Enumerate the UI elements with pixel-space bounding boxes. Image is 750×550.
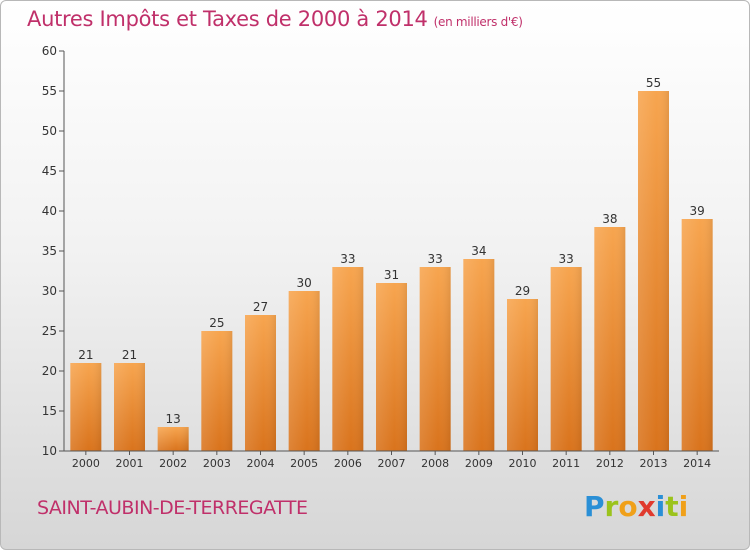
y-tick-label: 55 (42, 84, 57, 98)
bar-shade-2005 (288, 291, 320, 451)
bar-shade-2009 (463, 259, 495, 451)
y-tick-label: 15 (42, 404, 57, 418)
data-label-2012: 38 (602, 212, 617, 226)
y-axis: 10 15 20 25 30 35 40 45 50 55 60 (42, 44, 65, 458)
x-tick-label-2001: 2001 (116, 457, 144, 470)
data-label-2014: 39 (690, 204, 705, 218)
x-tick-label-2006: 2006 (334, 457, 362, 470)
data-label-2006: 33 (340, 252, 355, 266)
data-label-2003: 25 (209, 316, 224, 330)
x-tick-label-2013: 2013 (640, 457, 668, 470)
y-tick-label: 45 (42, 164, 57, 178)
data-label-2000: 21 (78, 348, 93, 362)
data-label-2007: 31 (384, 268, 399, 282)
x-tick-label-2012: 2012 (596, 457, 624, 470)
bar-shade-2001 (114, 363, 145, 451)
y-tick-label: 35 (42, 244, 57, 258)
logo-letter: x (637, 490, 656, 523)
x-tick-label-2005: 2005 (290, 457, 318, 470)
y-tick-label: 30 (42, 284, 57, 298)
bar-shade-2000 (70, 363, 102, 451)
logo-letter: i (678, 490, 689, 523)
data-label-2002: 13 (166, 412, 181, 426)
data-label-2013: 55 (646, 76, 661, 90)
logo-letter: i (655, 490, 666, 523)
y-tick-label: 20 (42, 364, 57, 378)
x-tick-label-2008: 2008 (421, 457, 449, 470)
x-tick-label-2014: 2014 (683, 457, 711, 470)
bar-shade-2014 (681, 219, 713, 451)
bar-shade-2010 (507, 299, 538, 451)
bars: 21 21 13 25 27 30 33 31 33 34 29 33 38 55 39 (70, 76, 713, 451)
x-tick-label-2009: 2009 (465, 457, 493, 470)
chart-title-text: Autres Impôts et Taxes de 2000 à 2014 (27, 7, 428, 31)
x-tick-label-2003: 2003 (203, 457, 231, 470)
x-axis: 2000 2001 2002 2003 2004 2005 2006 2007 2008 2009… (64, 450, 719, 470)
proxiti-logo: Proxiti (584, 490, 688, 523)
y-tick-label: 60 (42, 44, 57, 58)
y-tick-label: 25 (42, 324, 57, 338)
town-name: SAINT-AUBIN-DE-TERREGATTE (37, 497, 308, 519)
chart-title: Autres Impôts et Taxes de 2000 à 2014 (en… (27, 7, 523, 31)
data-label-2005: 30 (297, 276, 312, 290)
logo-letter: t (665, 490, 679, 523)
bar-shade-2006 (332, 267, 364, 451)
data-label-2010: 29 (515, 284, 530, 298)
data-label-2004: 27 (253, 300, 268, 314)
bar-shade-2003 (201, 331, 233, 451)
y-tick-label: 40 (42, 204, 57, 218)
x-tick-label-2002: 2002 (159, 457, 187, 470)
x-tick-label-2004: 2004 (247, 457, 275, 470)
x-tick-label-2011: 2011 (552, 457, 580, 470)
logo-letter: o (618, 490, 638, 523)
x-tick-label-2007: 2007 (378, 457, 406, 470)
bar-shade-2013 (638, 91, 669, 451)
logo-letter: r (604, 490, 619, 523)
data-label-2009: 34 (471, 244, 486, 258)
y-tick-label: 50 (42, 124, 57, 138)
data-label-2001: 21 (122, 348, 137, 362)
y-tick-label: 10 (42, 444, 57, 458)
chart-subtitle: (en milliers d'€) (433, 15, 523, 29)
bar-shade-2012 (594, 227, 626, 451)
bar-shade-2008 (419, 267, 451, 451)
bar-shade-2002 (157, 427, 189, 451)
x-tick-label-2000: 2000 (72, 457, 100, 470)
bar-shade-2007 (376, 283, 407, 451)
bar-shade-2011 (550, 267, 582, 451)
data-label-2011: 33 (559, 252, 574, 266)
logo-letter: P (584, 490, 605, 523)
data-label-2008: 33 (428, 252, 443, 266)
bar-shade-2004 (245, 315, 276, 451)
x-tick-label-2010: 2010 (509, 457, 537, 470)
